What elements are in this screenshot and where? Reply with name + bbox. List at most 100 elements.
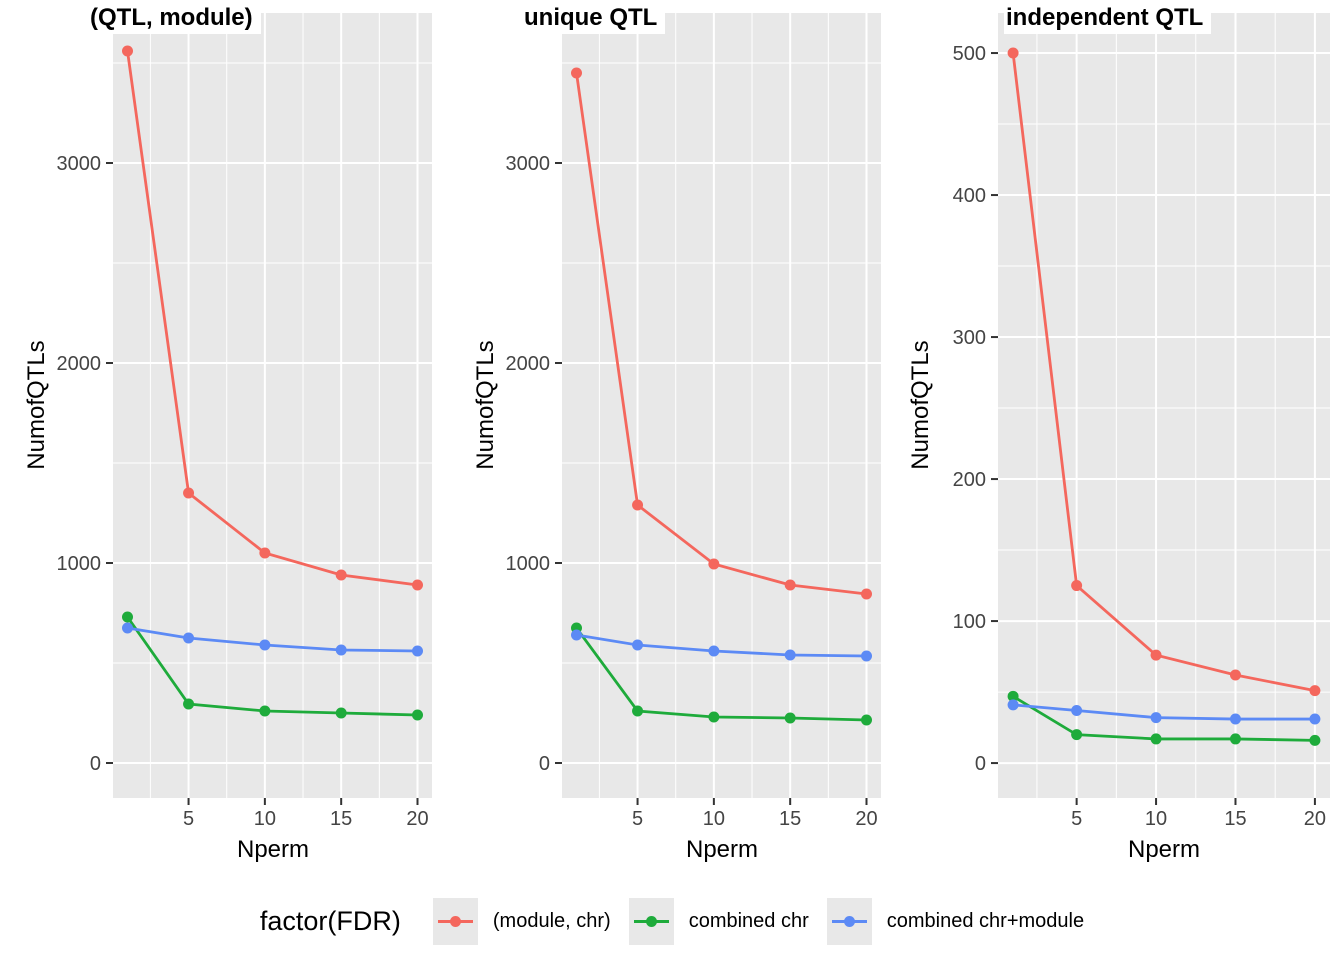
data-point: [571, 67, 582, 79]
legend-key-swatch: [628, 897, 674, 945]
x-axis-title: Nperm: [685, 836, 759, 863]
x-tick-label: 10: [1145, 808, 1167, 830]
y-tick-label: 1000: [57, 553, 102, 575]
legend-key-line-icon: [633, 915, 669, 927]
data-point: [1007, 699, 1019, 711]
data-point: [708, 711, 720, 723]
x-tick-label: 15: [779, 808, 801, 830]
legend-title: factor(FDR): [259, 905, 401, 936]
panel-title: independent QTL: [1004, 3, 1212, 35]
y-tick-label: 2000: [506, 353, 551, 375]
y-axis-title: NumofQTLs: [907, 340, 934, 470]
y-tick-label: 3000: [506, 153, 551, 175]
panel-background: [998, 13, 1330, 798]
chart-panel: 5 10 15 20 0 1000 2000 3000: [506, 13, 881, 830]
data-point: [1150, 733, 1162, 745]
panel-title: unique QTL: [522, 3, 666, 35]
x-tick-label: 5: [183, 808, 194, 830]
y-tick-label: 0: [90, 753, 101, 775]
data-point: [122, 45, 133, 57]
data-point: [784, 649, 796, 661]
legend-item: (module, chr): [432, 897, 611, 945]
x-tick-label: 20: [1304, 808, 1326, 830]
legend-key-line-icon: [831, 915, 867, 927]
y-tick-label: 2000: [57, 353, 102, 375]
data-point: [183, 698, 195, 710]
data-point: [571, 629, 582, 641]
x-tick-label: 15: [330, 808, 352, 830]
data-point: [122, 622, 133, 634]
legend-key-line-icon: [437, 915, 473, 927]
y-tick-label: 500: [953, 43, 986, 65]
legend-item: combined chr: [628, 897, 809, 945]
data-point: [708, 558, 720, 570]
x-tick-label: 5: [632, 808, 643, 830]
x-tick-label: 10: [703, 808, 725, 830]
data-point: [1229, 713, 1241, 725]
x-tick-label: 20: [855, 808, 877, 830]
legend-key-swatch: [826, 897, 872, 945]
data-point: [784, 579, 796, 591]
y-tick-label: 1000: [506, 553, 551, 575]
data-point: [259, 705, 271, 717]
panel-background: [562, 13, 881, 798]
panel-background: [113, 13, 432, 798]
data-point: [632, 499, 644, 511]
data-point: [412, 579, 423, 591]
data-point: [335, 644, 347, 656]
y-tick-label: 400: [953, 185, 986, 207]
data-point: [412, 645, 423, 657]
data-point: [1071, 580, 1083, 592]
y-tick-label: 100: [953, 611, 986, 633]
x-tick-label: 5: [1071, 808, 1082, 830]
data-point: [1150, 712, 1162, 724]
y-tick-label: 200: [953, 469, 986, 491]
data-point: [1309, 713, 1321, 725]
legend-item-label: combined chr+module: [886, 909, 1085, 932]
data-point: [122, 611, 133, 623]
chart-panel: 5 10 15 20 0 1000 2000 3000: [57, 13, 432, 830]
y-axis-title: NumofQTLs: [472, 340, 499, 470]
legend-item-label: (module, chr): [492, 909, 611, 932]
y-axis-title: NumofQTLs: [23, 340, 50, 470]
data-point: [335, 707, 347, 719]
data-point: [1229, 733, 1241, 745]
data-point: [259, 547, 271, 559]
data-point: [183, 632, 195, 644]
data-point: [1229, 669, 1241, 681]
y-tick-label: 3000: [57, 153, 102, 175]
data-point: [861, 650, 872, 662]
data-point: [412, 709, 423, 721]
x-axis-title: Nperm: [1127, 836, 1201, 863]
x-tick-label: 20: [406, 808, 428, 830]
data-point: [861, 588, 872, 600]
data-point: [632, 639, 644, 651]
x-axis-title: Nperm: [236, 836, 310, 863]
legend-key-swatch: [432, 897, 478, 945]
data-point: [259, 639, 271, 651]
y-tick-label: 0: [975, 753, 986, 775]
data-point: [1150, 649, 1162, 661]
data-point: [1071, 729, 1083, 741]
y-tick-label: 300: [953, 327, 986, 349]
data-point: [1007, 47, 1019, 59]
x-tick-label: 10: [254, 808, 276, 830]
data-point: [708, 645, 720, 657]
data-point: [183, 487, 195, 499]
data-point: [1309, 685, 1321, 697]
legend-item: combined chr+module: [826, 897, 1085, 945]
data-point: [632, 705, 644, 717]
data-point: [784, 712, 796, 724]
y-tick-label: 0: [539, 753, 550, 775]
legend-item-label: combined chr: [688, 909, 809, 932]
legend: factor(FDR) (module, chr) combined chr: [0, 894, 1344, 948]
data-point: [1309, 734, 1321, 746]
data-point: [1007, 690, 1019, 702]
data-point: [861, 714, 872, 726]
panel-title: (QTL, module): [88, 3, 261, 35]
x-tick-label: 15: [1224, 808, 1246, 830]
data-point: [335, 569, 347, 581]
